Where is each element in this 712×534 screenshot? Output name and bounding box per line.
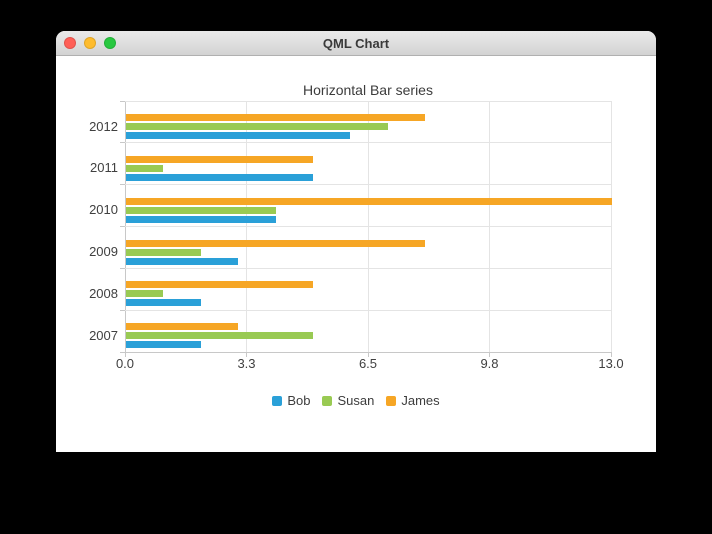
x-axis-tick (124, 352, 126, 357)
x-axis-tick (610, 352, 612, 357)
x-axis-tick (367, 352, 369, 357)
bar-bob-2008 (126, 299, 201, 307)
bar-bob-2010 (126, 215, 276, 223)
y-axis-tick (120, 226, 125, 227)
bar-james-2011 (126, 155, 313, 163)
x-axis-tick (489, 352, 490, 357)
gridline-horizontal (125, 184, 611, 186)
y-axis-tick (120, 142, 125, 144)
title-bar[interactable]: QML Chart (56, 31, 656, 56)
legend-label: Bob (287, 393, 311, 408)
gridline-vertical (610, 101, 612, 352)
bar-james-2010 (126, 197, 612, 205)
x-axis-label: 13.0 (598, 356, 624, 371)
gridline-horizontal (125, 226, 611, 227)
y-axis-tick (120, 351, 125, 353)
bar-susan-2008 (126, 290, 164, 298)
bar-susan-2009 (126, 248, 201, 256)
window-title: QML Chart (322, 36, 390, 51)
legend-label: James (401, 393, 440, 408)
y-axis-label: 2010 (89, 202, 118, 218)
x-axis-label: 3.3 (237, 356, 256, 371)
chart-view: Horizontal Bar series 2012 2011 2010 2009 20… (56, 56, 656, 452)
legend-marker (272, 396, 283, 406)
bar-susan-2007 (126, 332, 313, 340)
y-axis-label: 2012 (89, 118, 118, 134)
y-axis-label: 2008 (89, 285, 118, 301)
gridline-horizontal (125, 100, 611, 102)
bar-bob-2011 (126, 173, 313, 181)
bar-james-2008 (126, 281, 313, 289)
legend-item-susan: Susan (322, 394, 374, 408)
legend-marker (386, 396, 397, 406)
legend-label: Susan (337, 393, 375, 408)
close-button[interactable] (64, 37, 76, 49)
x-axis-label: 6.5 (358, 356, 378, 371)
bar-james-2012 (126, 114, 426, 121)
gridline-horizontal (125, 309, 611, 311)
bar-susan-2010 (126, 206, 276, 214)
y-axis-tick (120, 309, 125, 311)
minimize-button[interactable] (84, 37, 96, 49)
legend-marker (322, 396, 333, 406)
legend: Bob Susan James (56, 393, 656, 409)
qml-chart-window: QML Chart Horizontal Bar series 2012 2011… (56, 31, 656, 452)
bar-susan-2012 (126, 123, 388, 130)
legend-item-bob: Bob (272, 394, 310, 408)
y-axis-label: 2011 (90, 160, 118, 176)
zoom-button[interactable] (104, 37, 116, 49)
legend-item-james: James (386, 393, 440, 408)
bar-susan-2011 (126, 164, 164, 172)
bar-bob-2007 (126, 341, 201, 349)
y-axis-tick (120, 100, 125, 102)
gridline-horizontal (125, 142, 611, 144)
bar-james-2007 (126, 323, 239, 331)
y-axis-tick (120, 184, 125, 186)
bar-bob-2012 (126, 132, 351, 139)
bar-james-2009 (126, 239, 426, 247)
x-axis-label: 0.0 (115, 356, 135, 371)
plot-area (124, 100, 612, 353)
gridline-horizontal (125, 267, 611, 269)
x-axis-tick (246, 352, 247, 357)
y-axis-label: 2007 (89, 327, 118, 343)
y-axis-tick (120, 267, 125, 269)
bar-bob-2009 (126, 257, 239, 265)
chart-title: Horizontal Bar series (303, 82, 433, 98)
x-axis-label: 9.8 (480, 356, 499, 371)
y-axis-label: 2009 (89, 244, 118, 259)
